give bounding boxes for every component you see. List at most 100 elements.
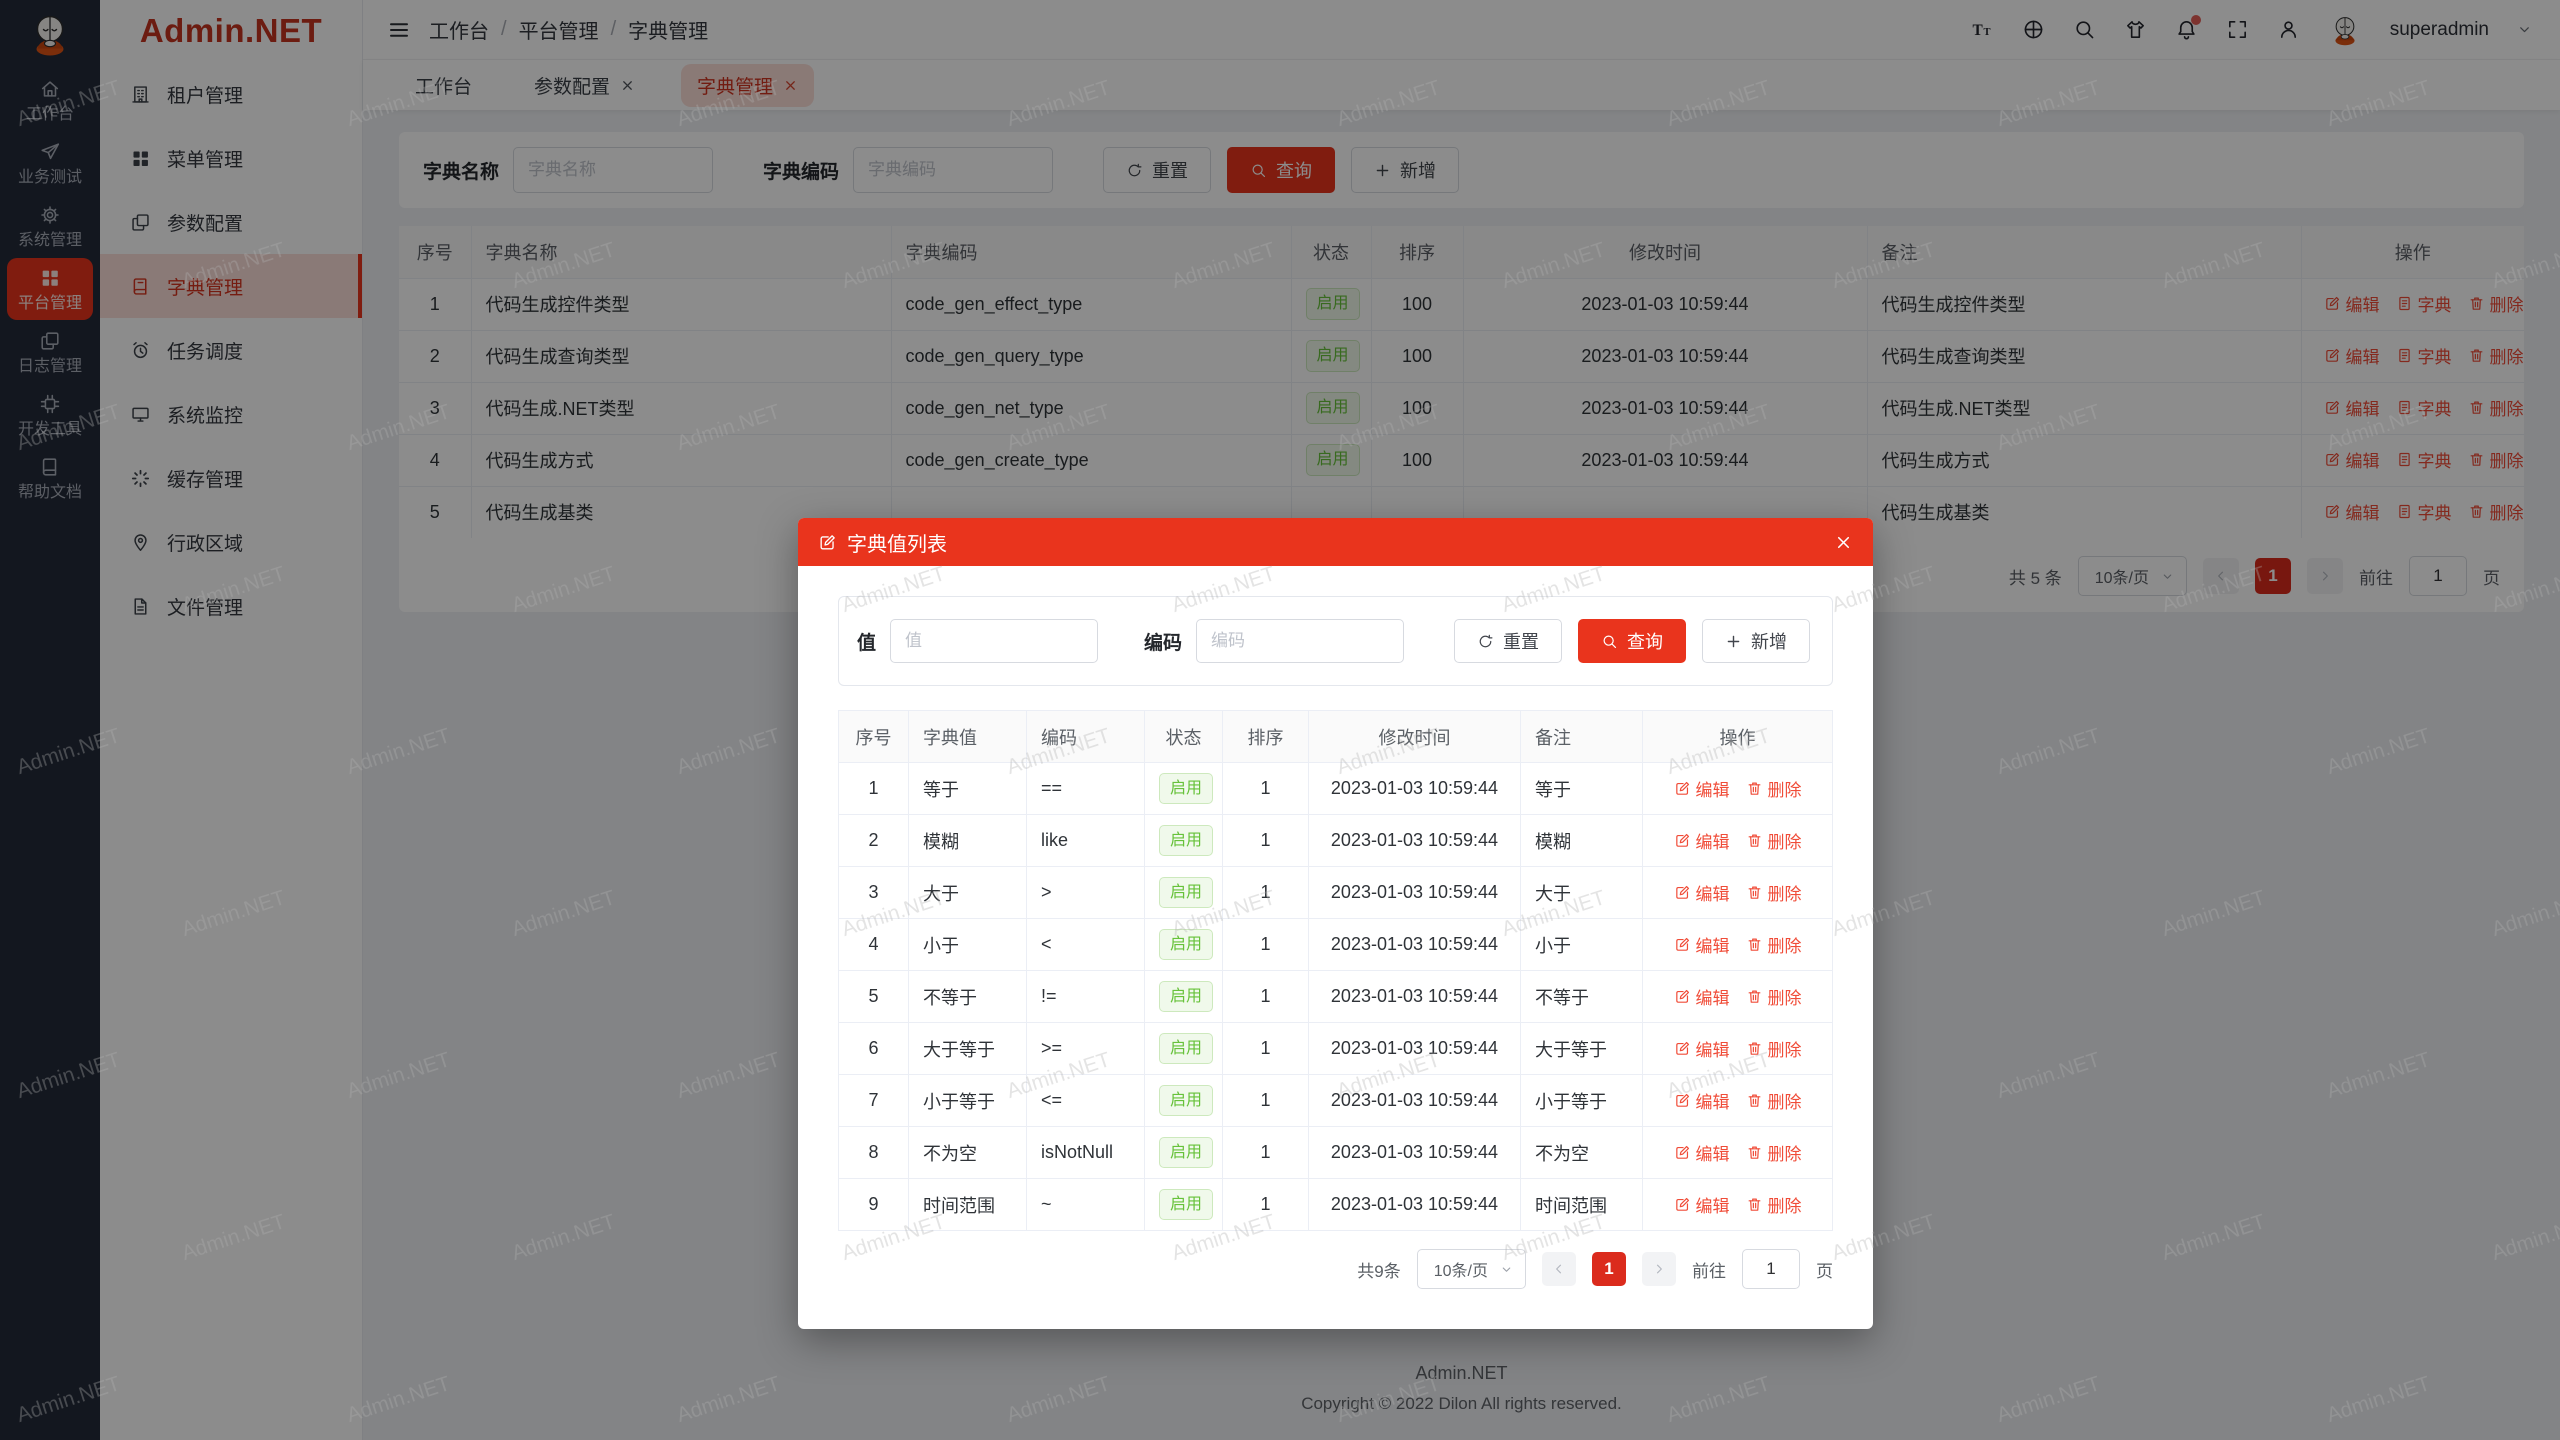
rail-item[interactable]: 平台管理 xyxy=(7,258,93,320)
sidebar-item[interactable]: 字典管理 xyxy=(100,254,362,318)
dict-button[interactable]: 字典 xyxy=(2396,291,2452,316)
cell-note: 代码生成基类 xyxy=(1866,485,2302,539)
delete-button[interactable]: 删除 xyxy=(2468,291,2523,316)
search-icon[interactable] xyxy=(2073,18,2096,41)
sidebar-item[interactable]: 参数配置 xyxy=(100,190,362,254)
reset-button[interactable]: 重置 xyxy=(1103,147,1212,193)
code-input[interactable] xyxy=(1196,619,1405,663)
theme-icon[interactable] xyxy=(2124,18,2147,41)
value-input[interactable] xyxy=(890,619,1099,663)
delete-button[interactable]: 删除 xyxy=(1746,932,1802,957)
chevron-down-icon[interactable] xyxy=(2517,22,2532,37)
username[interactable]: superadmin xyxy=(2389,18,2489,40)
dict-code-input[interactable] xyxy=(853,147,1054,193)
cell-ops: 编辑 字典 删除 xyxy=(2300,277,2525,331)
language-icon[interactable] xyxy=(2022,18,2045,41)
delete-button[interactable]: 删除 xyxy=(1746,984,1802,1009)
delete-button[interactable]: 删除 xyxy=(2468,447,2523,472)
sidebar-item[interactable]: 任务调度 xyxy=(100,318,362,382)
spinner-icon xyxy=(130,468,151,489)
tab-参数配置[interactable]: 参数配置 xyxy=(518,64,651,107)
breadcrumb-item[interactable]: 平台管理 xyxy=(518,21,599,43)
delete-button[interactable]: 删除 xyxy=(1746,880,1802,905)
delete-button[interactable]: 删除 xyxy=(2468,395,2523,420)
breadcrumb-item[interactable]: 字典管理 xyxy=(628,21,709,43)
rail-item[interactable]: 系统管理 xyxy=(7,195,93,257)
goto-page-input[interactable] xyxy=(2409,556,2467,596)
sidebar-item[interactable]: 租户管理 xyxy=(100,62,362,126)
notifications-icon[interactable] xyxy=(2175,15,2201,41)
delete-button[interactable]: 删除 xyxy=(1746,776,1802,801)
edit-button[interactable]: 编辑 xyxy=(1674,984,1730,1009)
prev-page-button[interactable] xyxy=(2203,558,2239,594)
trash-icon xyxy=(1746,832,1763,849)
page-1-button[interactable]: 1 xyxy=(1592,1252,1626,1286)
tab-字典管理[interactable]: 字典管理 xyxy=(681,63,815,107)
add-button[interactable]: 新增 xyxy=(1351,147,1460,193)
dict-button[interactable]: 字典 xyxy=(2396,395,2452,420)
edit-button[interactable]: 编辑 xyxy=(2324,343,2380,368)
sidebar-item[interactable]: 缓存管理 xyxy=(100,446,362,510)
delete-button[interactable]: 删除 xyxy=(1746,828,1802,853)
close-icon[interactable] xyxy=(1834,533,1853,552)
page-1-button[interactable]: 1 xyxy=(2255,558,2291,594)
sidebar-item[interactable]: 文件管理 xyxy=(100,574,362,638)
edit-button[interactable]: 编辑 xyxy=(1674,1036,1730,1061)
edit-button[interactable]: 编辑 xyxy=(1674,880,1730,905)
dict-button[interactable]: 字典 xyxy=(2396,499,2452,524)
edit-button[interactable]: 编辑 xyxy=(1674,828,1730,853)
table-row: 3 大于 > 启用 1 2023-01-03 10:59:44 大于 编辑 删除 xyxy=(838,866,1833,919)
menu-collapse-icon[interactable] xyxy=(387,18,411,42)
sidebar-menu: 租户管理 菜单管理 参数配置 字典管理 任务调度 系统监控 缓存管理 行政区域 … xyxy=(100,62,362,638)
close-icon[interactable] xyxy=(783,78,798,93)
cell-note: 模糊 xyxy=(1520,814,1643,867)
column-header: 修改时间 xyxy=(1308,710,1521,763)
edit-button[interactable]: 编辑 xyxy=(2324,447,2380,472)
rail-item[interactable]: 开发工具 xyxy=(7,384,93,446)
tab-工作台[interactable]: 工作台 xyxy=(399,64,488,107)
cell-code: == xyxy=(1026,762,1145,815)
delete-button[interactable]: 删除 xyxy=(1746,1088,1802,1113)
rail-item[interactable]: 日志管理 xyxy=(7,321,93,383)
breadcrumb-item[interactable]: 工作台 xyxy=(429,21,489,43)
edit-button[interactable]: 编辑 xyxy=(1674,776,1730,801)
page-size-select[interactable]: 10条/页 xyxy=(1416,1249,1526,1289)
sidebar-item[interactable]: 菜单管理 xyxy=(100,126,362,190)
avatar[interactable] xyxy=(2328,13,2362,47)
rail-item[interactable]: 工作台 xyxy=(7,69,93,131)
dict-button[interactable]: 字典 xyxy=(2396,343,2452,368)
modal-search-button[interactable]: 查询 xyxy=(1578,619,1687,663)
next-page-button[interactable] xyxy=(2307,558,2343,594)
rail-item-label: 帮助文档 xyxy=(17,483,82,501)
fullscreen-icon[interactable] xyxy=(2226,18,2249,41)
dict-name-input[interactable] xyxy=(513,147,714,193)
edit-button[interactable]: 编辑 xyxy=(1674,1088,1730,1113)
next-page-button[interactable] xyxy=(1642,1252,1676,1286)
dict-button[interactable]: 字典 xyxy=(2396,447,2452,472)
sidebar-item[interactable]: 行政区域 xyxy=(100,510,362,574)
page-size-select[interactable]: 10条/页 xyxy=(2077,556,2187,596)
delete-button[interactable]: 删除 xyxy=(1746,1036,1802,1061)
edit-button[interactable]: 编辑 xyxy=(2324,395,2380,420)
rail-item[interactable]: 帮助文档 xyxy=(7,447,93,509)
prev-page-button[interactable] xyxy=(1542,1252,1576,1286)
edit-button[interactable]: 编辑 xyxy=(2324,499,2380,524)
edit-button[interactable]: 编辑 xyxy=(2324,291,2380,316)
user-icon[interactable] xyxy=(2277,18,2300,41)
rail-item[interactable]: 业务测试 xyxy=(7,132,93,194)
delete-button[interactable]: 删除 xyxy=(1746,1192,1802,1217)
modal-reset-button[interactable]: 重置 xyxy=(1454,619,1563,663)
goto-page-input[interactable] xyxy=(1742,1249,1800,1289)
modal-add-button[interactable]: 新增 xyxy=(1702,619,1811,663)
edit-button[interactable]: 编辑 xyxy=(1674,1140,1730,1165)
delete-button[interactable]: 删除 xyxy=(1746,1140,1802,1165)
edit-button[interactable]: 编辑 xyxy=(1674,1192,1730,1217)
sidebar-item[interactable]: 系统监控 xyxy=(100,382,362,446)
refresh-icon xyxy=(1126,162,1143,179)
search-button[interactable]: 查询 xyxy=(1227,147,1336,193)
close-icon[interactable] xyxy=(620,78,635,93)
delete-button[interactable]: 删除 xyxy=(2468,499,2523,524)
delete-button[interactable]: 删除 xyxy=(2468,343,2523,368)
edit-button[interactable]: 编辑 xyxy=(1674,932,1730,957)
